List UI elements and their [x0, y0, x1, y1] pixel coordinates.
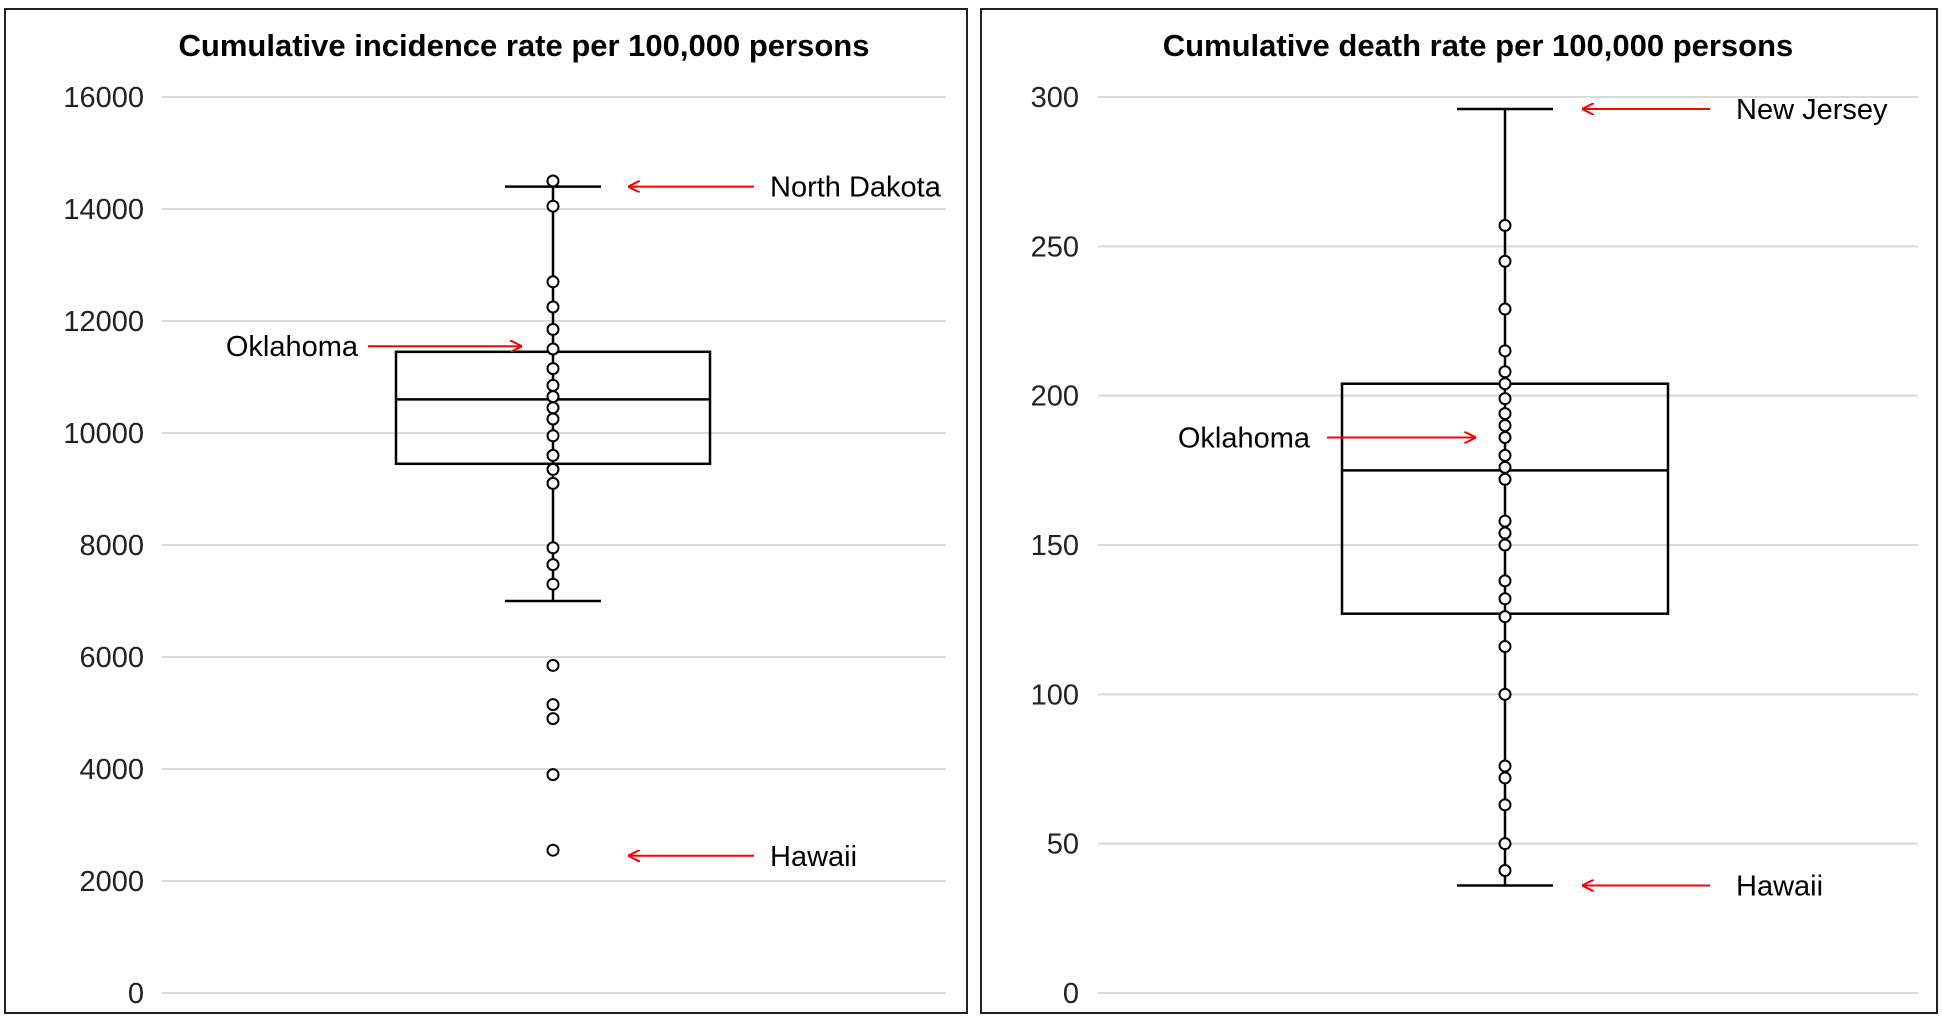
- data-point: [546, 448, 560, 462]
- data-point: [546, 429, 560, 443]
- data-point: [1498, 218, 1512, 232]
- data-point: [1498, 538, 1512, 552]
- data-point: [1498, 514, 1512, 528]
- y-tick-label: 14000: [63, 194, 144, 226]
- data-point: [1498, 460, 1512, 474]
- data-point: [1498, 798, 1512, 812]
- data-point: [546, 843, 560, 857]
- death-rate-chart: Cumulative death rate per 100,000 person…: [1031, 28, 1918, 1010]
- data-point: [546, 300, 560, 314]
- data-point: [546, 174, 560, 188]
- data-point: [1498, 344, 1512, 358]
- data-point: [1498, 592, 1512, 606]
- data-point: [546, 476, 560, 490]
- data-point: [546, 275, 560, 289]
- y-tick-label: 100: [1031, 679, 1079, 711]
- incidence-rate-chart: Cumulative incidence rate per 100,000 pe…: [63, 28, 946, 1010]
- data-point: [546, 412, 560, 426]
- annotation-label: North Dakota: [770, 172, 942, 204]
- data-point: [546, 342, 560, 356]
- data-point: [1498, 837, 1512, 851]
- annotation-label: Oklahoma: [1178, 422, 1311, 454]
- data-point: [1498, 365, 1512, 379]
- data-point: [546, 768, 560, 782]
- data-point: [546, 558, 560, 572]
- data-point: [1498, 687, 1512, 701]
- data-point: [1498, 610, 1512, 624]
- data-point: [1498, 302, 1512, 316]
- data-point: [546, 712, 560, 726]
- y-tick-label: 0: [1063, 978, 1079, 1010]
- data-point: [546, 199, 560, 213]
- y-tick-label: 16000: [63, 82, 144, 114]
- chart-title: Cumulative incidence rate per 100,000 pe…: [179, 28, 870, 63]
- data-point: [546, 378, 560, 392]
- data-point: [1498, 864, 1512, 878]
- y-tick-label: 2000: [79, 866, 144, 898]
- y-tick-label: 4000: [79, 754, 144, 786]
- y-tick-label: 200: [1031, 381, 1079, 413]
- data-point: [1498, 771, 1512, 785]
- y-tick-label: 300: [1031, 82, 1079, 114]
- data-point: [1498, 377, 1512, 391]
- annotation-label: Hawaii: [1736, 870, 1823, 902]
- data-point: [546, 541, 560, 555]
- data-point: [1498, 392, 1512, 406]
- data-point: [1498, 526, 1512, 540]
- data-point: [1498, 574, 1512, 588]
- death-rate-chart-panel: Cumulative death rate per 100,000 person…: [980, 8, 1938, 1014]
- data-point: [546, 401, 560, 415]
- incidence-rate-chart-panel: Cumulative incidence rate per 100,000 pe…: [4, 8, 968, 1014]
- data-point: [1498, 430, 1512, 444]
- data-point: [1498, 407, 1512, 421]
- data-point: [1498, 254, 1512, 268]
- y-tick-label: 10000: [63, 418, 144, 450]
- annotation-label: New Jersey: [1736, 94, 1888, 126]
- y-tick-label: 150: [1031, 530, 1079, 562]
- annotation-label: Oklahoma: [226, 331, 359, 363]
- y-tick-label: 12000: [63, 306, 144, 338]
- data-point: [546, 698, 560, 712]
- y-tick-label: 50: [1047, 829, 1079, 861]
- data-point: [1498, 419, 1512, 433]
- data-point: [546, 658, 560, 672]
- data-point: [546, 577, 560, 591]
- data-point: [546, 322, 560, 336]
- data-point: [546, 462, 560, 476]
- data-point: [546, 390, 560, 404]
- y-tick-label: 0: [128, 978, 144, 1010]
- data-point: [1498, 759, 1512, 773]
- data-point: [1498, 640, 1512, 654]
- annotation-label: Hawaii: [770, 841, 857, 873]
- y-tick-label: 250: [1031, 231, 1079, 263]
- y-tick-label: 6000: [79, 642, 144, 674]
- y-tick-label: 8000: [79, 530, 144, 562]
- data-point: [546, 362, 560, 376]
- data-point: [1498, 448, 1512, 462]
- data-point: [1498, 472, 1512, 486]
- chart-title: Cumulative death rate per 100,000 person…: [1163, 28, 1794, 63]
